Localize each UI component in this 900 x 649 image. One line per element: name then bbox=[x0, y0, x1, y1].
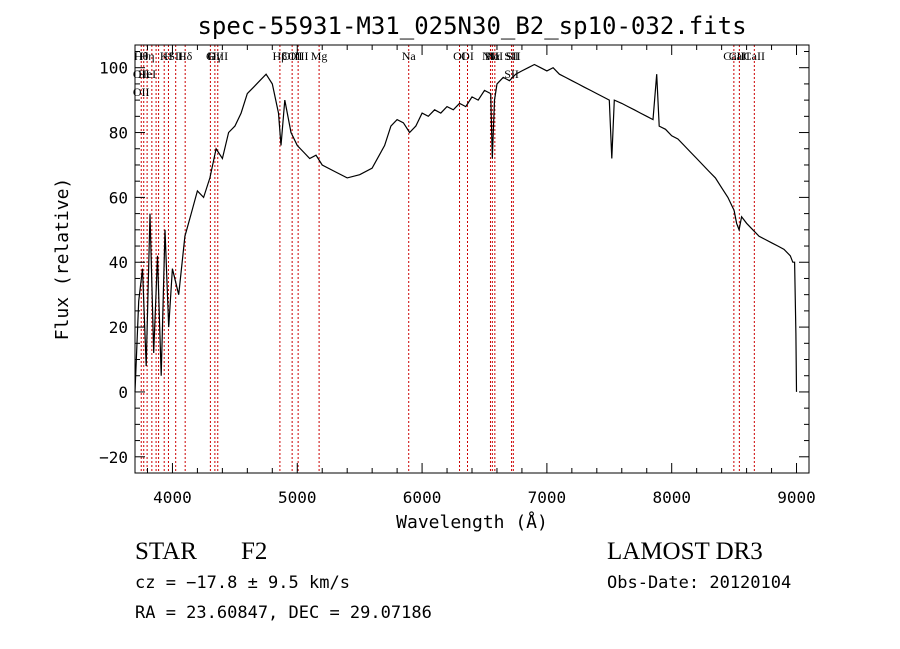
line-label: CaII bbox=[729, 49, 750, 63]
line-label: OII bbox=[133, 85, 150, 99]
line-label: NII bbox=[487, 49, 504, 63]
y-tick-label: 80 bbox=[109, 124, 128, 143]
line-label: Na bbox=[402, 49, 417, 63]
x-axis-ticks: 4000 5000 6000 7000 8000 9000 bbox=[146, 45, 816, 507]
chart-title: spec-55931-M31_025N30_B2_sp10-032.fits bbox=[197, 12, 746, 40]
line-label: H bbox=[164, 49, 173, 63]
spectrum-line bbox=[134, 63, 798, 392]
x-axis-label: Wavelength (Å) bbox=[396, 511, 548, 533]
x-tick-label: 5000 bbox=[278, 488, 317, 507]
line-label: Hθ bbox=[134, 49, 149, 63]
line-label: OIII bbox=[288, 49, 309, 63]
line-label: Hβ bbox=[273, 49, 288, 63]
x-tick-label: 8000 bbox=[652, 488, 691, 507]
spectral-subclass: F2 bbox=[241, 538, 268, 565]
y-axis-label: Flux (relative) bbox=[52, 178, 73, 341]
line-label: OII bbox=[133, 67, 150, 81]
redshift-velocity: cz = −17.8 ± 9.5 km/s bbox=[135, 573, 350, 593]
line-label: SII bbox=[504, 49, 519, 63]
line-label: CaII bbox=[723, 49, 744, 63]
y-tick-label: −20 bbox=[99, 448, 128, 467]
y-axis-ticks: −20 0 20 40 60 80 100 bbox=[99, 50, 809, 474]
y-tick-label: 0 bbox=[118, 383, 128, 402]
line-label: Hγ bbox=[208, 49, 223, 63]
line-label: Hη bbox=[140, 49, 155, 63]
line-label: Hα bbox=[485, 49, 501, 63]
y-tick-label: 100 bbox=[99, 59, 128, 78]
line-label: K bbox=[160, 49, 169, 63]
line-label: G bbox=[206, 49, 215, 63]
line-label: OI bbox=[461, 49, 474, 63]
line-label: Mg bbox=[311, 49, 328, 63]
y-tick-label: 40 bbox=[109, 253, 128, 272]
line-label: HeI bbox=[138, 67, 156, 81]
line-label: SII bbox=[506, 49, 521, 63]
sky-coordinates: RA = 23.60847, DEC = 29.07186 bbox=[135, 603, 432, 623]
observation-date: Obs-Date: 20120104 bbox=[607, 573, 792, 593]
y-tick-label: 60 bbox=[109, 188, 128, 207]
axes-frame bbox=[134, 44, 810, 474]
line-label: OI bbox=[453, 49, 466, 63]
line-label: SII bbox=[504, 67, 519, 81]
x-tick-label: 9000 bbox=[777, 488, 816, 507]
survey-name: LAMOST DR3 bbox=[607, 538, 763, 565]
line-label: CaII bbox=[744, 49, 765, 63]
object-class: STAR bbox=[135, 538, 197, 565]
x-tick-label: 6000 bbox=[403, 488, 442, 507]
line-label: NII bbox=[482, 49, 499, 63]
y-tick-label: 20 bbox=[109, 318, 128, 337]
line-label: Hδ bbox=[178, 49, 193, 63]
emission-line-markers bbox=[140, 45, 755, 473]
line-label: OIII bbox=[207, 49, 228, 63]
x-tick-label: 4000 bbox=[153, 488, 192, 507]
x-tick-label: 7000 bbox=[528, 488, 567, 507]
